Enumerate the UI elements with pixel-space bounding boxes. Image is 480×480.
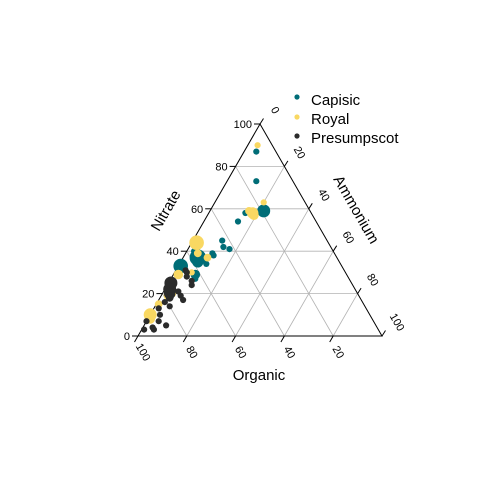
tick-label-nitrate-0: 0: [124, 331, 130, 343]
point-presumpscot-15: [156, 311, 164, 318]
legend-label-royal: Royal: [311, 111, 349, 128]
legend-item-presumpscot: Presumpscot: [294, 130, 399, 147]
point-royal-9: [173, 269, 184, 280]
tick-label-ammonium-0: 0: [268, 105, 281, 116]
point-presumpscot-18: [163, 322, 170, 329]
axis-title-organic: Organic: [233, 367, 286, 384]
point-royal-0: [254, 142, 261, 149]
tick-label-organic-20: 20: [330, 344, 347, 361]
point-capisic-0: [253, 148, 260, 155]
point-capisic-6: [220, 243, 227, 251]
tick-label-organic-100: 100: [133, 342, 153, 364]
tick-mark-organic-100: [134, 335, 139, 343]
data-points: [141, 142, 271, 333]
tick-mark-organic-20: [329, 335, 334, 343]
point-presumpscot-10: [165, 293, 174, 302]
legend-marker-presumpscot: [294, 133, 300, 139]
tick-label-organic-60: 60: [232, 344, 249, 361]
legend-label-capisic: Capisic: [311, 92, 361, 109]
triangle-outline: [137, 122, 383, 337]
legend-label-presumpscot: Presumpscot: [311, 130, 399, 147]
point-presumpscot-14: [155, 305, 162, 312]
tick-label-nitrate-80: 80: [215, 161, 227, 173]
triangle-frame: [137, 122, 383, 337]
point-capisic-14: [203, 260, 210, 267]
legend-item-capisic: Capisic: [294, 92, 361, 109]
point-presumpscot-11: [180, 296, 187, 304]
tick-label-ammonium-80: 80: [364, 272, 381, 289]
point-capisic-5: [219, 237, 226, 244]
point-capisic-9: [210, 252, 217, 259]
point-presumpscot-16: [155, 318, 162, 325]
point-royal-4: [249, 210, 259, 220]
point-royal-1: [260, 199, 267, 206]
tick-label-organic-40: 40: [281, 344, 298, 361]
tick-mark-ammonium-60: [332, 245, 338, 252]
point-presumpscot-20: [150, 326, 157, 333]
tick-mark-ammonium-20: [283, 160, 289, 167]
point-presumpscot-13: [166, 303, 173, 310]
tick-label-ammonium-60: 60: [340, 229, 357, 246]
tick-label-ammonium-40: 40: [315, 187, 332, 204]
grid-line-ammonium-80: [332, 293, 358, 337]
point-capisic-13: [192, 256, 204, 268]
tick-mark-ammonium-100: [381, 330, 386, 337]
tick-mark-ammonium-40: [308, 203, 313, 210]
tick-label-nitrate-100: 100: [234, 119, 252, 131]
point-presumpscot-17: [143, 318, 150, 325]
legend-marker-royal: [294, 114, 300, 120]
grid-lines: [162, 165, 358, 337]
tick-mark-organic-60: [231, 335, 237, 343]
point-royal-7: [203, 253, 212, 262]
point-royal-8: [188, 269, 195, 276]
tick-label-nitrate-40: 40: [167, 246, 179, 258]
point-capisic-1: [253, 178, 260, 185]
point-royal-6: [193, 249, 202, 258]
tick-mark-ammonium-0: [259, 118, 264, 125]
legend-marker-capisic: [294, 94, 300, 100]
point-capisic-2: [257, 204, 271, 218]
tick-mark-organic-40: [280, 335, 285, 343]
grid-line-ammonium-40: [235, 208, 310, 337]
legend-item-royal: Royal: [294, 111, 349, 128]
point-presumpscot-2: [183, 273, 190, 280]
point-royal-5: [189, 235, 204, 250]
grid-line-ammonium-60: [284, 251, 334, 337]
point-capisic-4: [234, 218, 242, 225]
tick-label-ammonium-20: 20: [291, 145, 308, 162]
tick-label-nitrate-20: 20: [142, 289, 154, 301]
tick-label-organic-80: 80: [183, 344, 200, 361]
point-presumpscot-5: [188, 282, 195, 289]
tick-label-ammonium-100: 100: [387, 312, 407, 334]
point-presumpscot-21: [141, 326, 148, 333]
legend: Capisic Royal Presumpscot: [294, 92, 399, 147]
tick-mark-ammonium-80: [357, 287, 362, 294]
axis-title-nitrate: Nitrate: [148, 187, 185, 234]
grid-line-organic-40: [210, 208, 285, 337]
axis-title-ammonium: Ammonium: [330, 173, 383, 247]
tick-label-nitrate-60: 60: [191, 204, 203, 216]
tick-mark-organic-80: [182, 335, 188, 343]
point-presumpscot-12: [161, 299, 168, 306]
point-capisic-7: [226, 246, 233, 253]
